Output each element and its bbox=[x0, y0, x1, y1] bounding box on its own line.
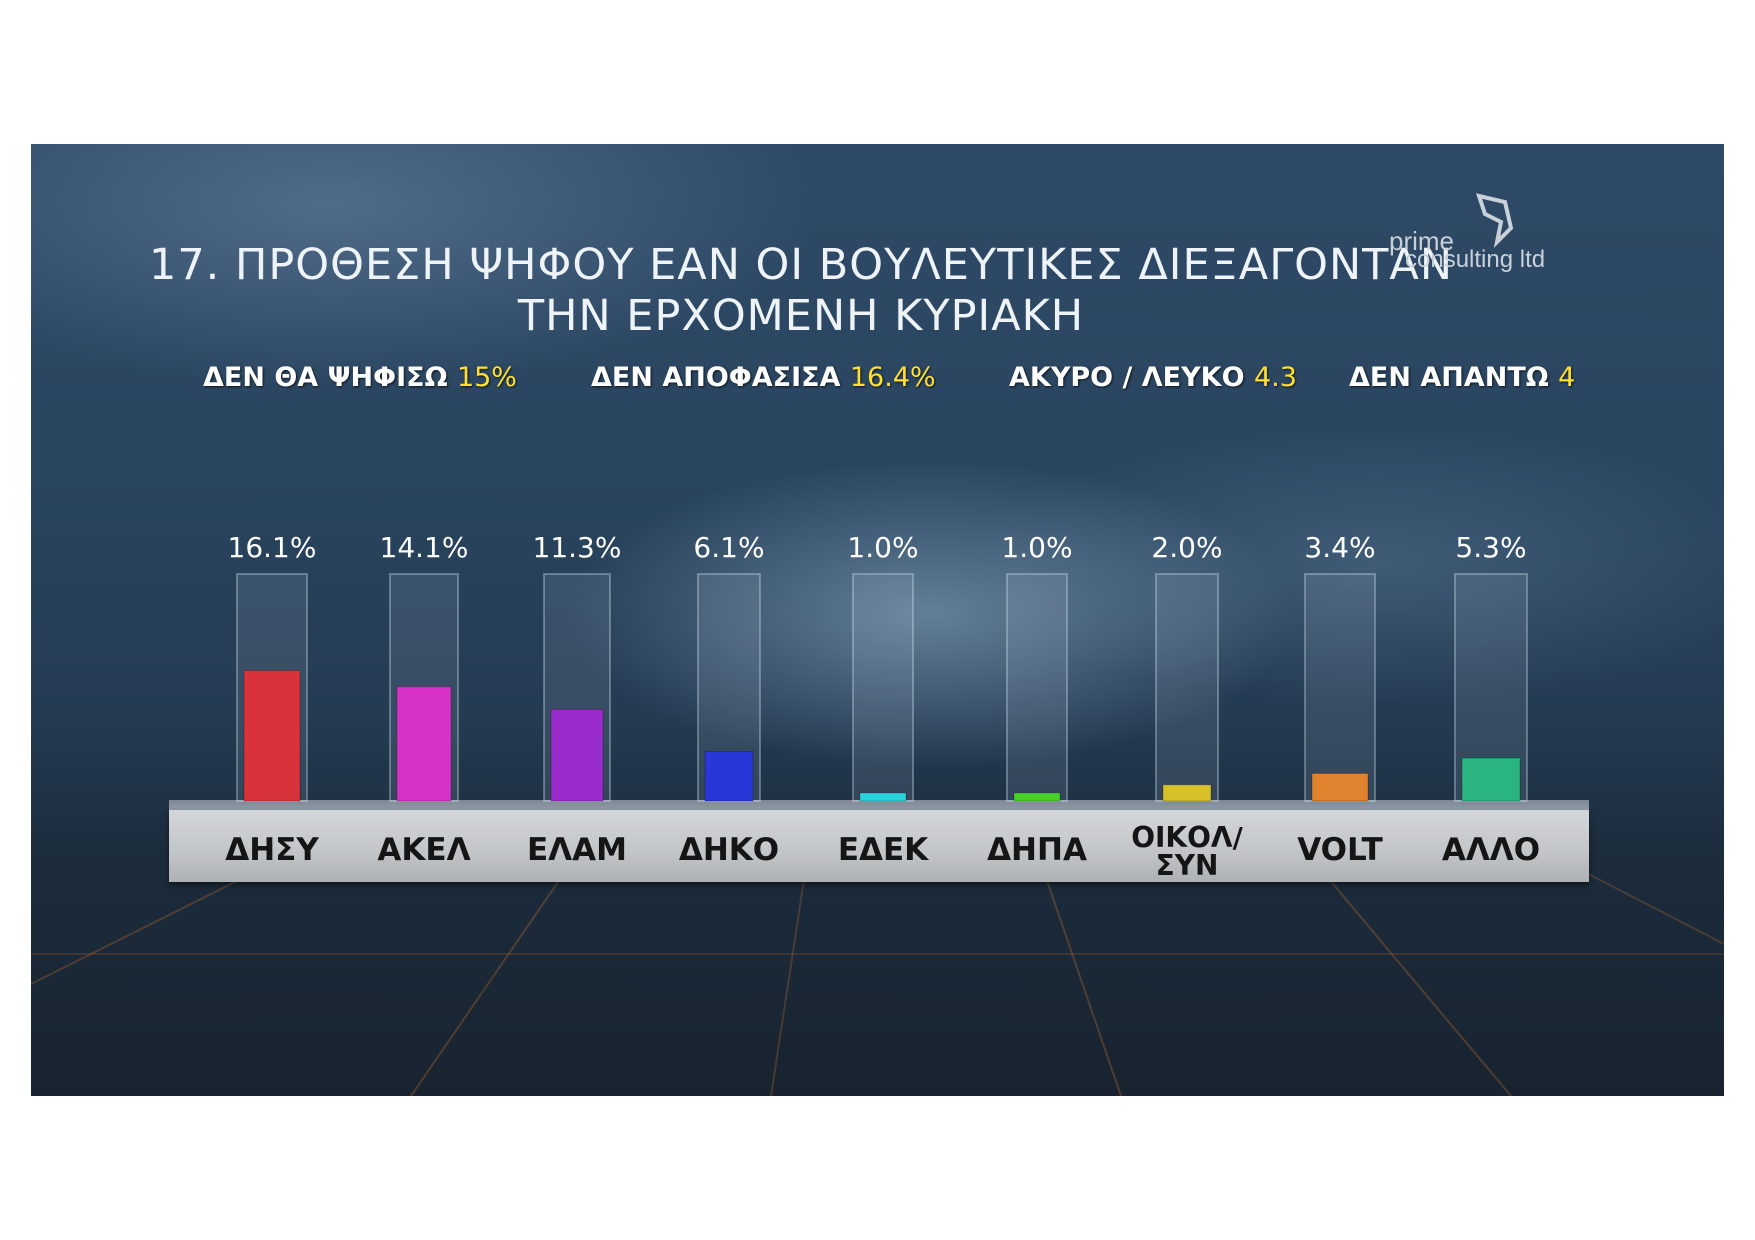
chart-base bbox=[169, 810, 1589, 882]
chart-title-line1: 17. ΠΡΟΘΕΣΗ ΨΗΦΟΥ ΕΑΝ ΟΙ ΒΟΥΛΕΥΤΙΚΕΣ ΔΙΕ… bbox=[148, 240, 1454, 290]
bar-tube-5 bbox=[1006, 573, 1068, 802]
bar-2 bbox=[550, 708, 604, 802]
bar-5 bbox=[1013, 792, 1061, 802]
bar-value-label-4: 1.0% bbox=[847, 531, 918, 564]
category-label-5: ΔΗΠΑ bbox=[987, 832, 1087, 868]
stat-label: ΔΕΝ ΑΠΑΝΤΩ bbox=[1349, 362, 1549, 393]
category-label-4: ΕΔΕΚ bbox=[838, 832, 929, 868]
stat-value: 15% bbox=[456, 362, 517, 393]
category-label-6-1: ΣΥΝ bbox=[1156, 849, 1219, 882]
stat-label: ΔΕΝ ΑΠΟΦΑΣΙΣΑ bbox=[591, 362, 841, 393]
category-label-0: ΔΗΣΥ bbox=[225, 832, 319, 868]
bar-tube-7 bbox=[1304, 573, 1376, 802]
bar-tube-6 bbox=[1155, 573, 1219, 802]
stat-invalid-blank: ΑΚΥΡΟ / ΛΕΥΚΟ 4.3 bbox=[1009, 362, 1297, 393]
stat-no-answer: ΔΕΝ ΑΠΑΝΤΩ 4 bbox=[1349, 362, 1575, 393]
stat-undecided: ΔΕΝ ΑΠΟΦΑΣΙΣΑ 16.4% bbox=[591, 362, 936, 393]
bar-3 bbox=[704, 751, 754, 802]
logo-text-prime: prime bbox=[1389, 226, 1455, 256]
category-label-3: ΔΗΚΟ bbox=[679, 832, 779, 868]
bar-tube-4 bbox=[852, 573, 914, 802]
stat-value: 16.4% bbox=[849, 362, 936, 393]
stat-value: 4.3 bbox=[1253, 362, 1297, 393]
category-label-2: ΕΛΑΜ bbox=[527, 832, 627, 868]
bar-6 bbox=[1162, 784, 1212, 802]
logo-mark-icon bbox=[1475, 193, 1514, 248]
bar-value-label-2: 11.3% bbox=[533, 531, 622, 564]
category-label-1: ΑΚΕΛ bbox=[377, 832, 470, 868]
bar-value-label-8: 5.3% bbox=[1455, 531, 1526, 564]
category-label-8: ΑΛΛΟ bbox=[1442, 832, 1540, 868]
logo-text-consulting: consulting ltd bbox=[1405, 246, 1546, 273]
category-label-6-0: ΟΙΚΟΛ/ bbox=[1131, 821, 1243, 854]
chart-title-line2: ΤΗΝ ΕΡΧΟΜΕΝΗ ΚΥΡΙΑΚΗ bbox=[517, 291, 1085, 341]
stat-label: ΑΚΥΡΟ / ΛΕΥΚΟ bbox=[1009, 362, 1245, 393]
bar-8 bbox=[1461, 757, 1521, 802]
prime-consulting-logo: prime consulting ltd bbox=[1371, 192, 1561, 273]
chart-base-top bbox=[169, 800, 1589, 812]
chart-stage: 17. ΠΡΟΘΕΣΗ ΨΗΦΟΥ ΕΑΝ ΟΙ ΒΟΥΛΕΥΤΙΚΕΣ ΔΙΕ… bbox=[31, 144, 1724, 1096]
stat-value: 4 bbox=[1558, 362, 1576, 393]
bar-4 bbox=[859, 792, 907, 802]
bar-value-label-3: 6.1% bbox=[693, 531, 764, 564]
bar-7 bbox=[1311, 772, 1369, 802]
bar-chart: 16.1% ΔΗΣΥ 14.1% ΑΚΕΛ 11.3% ΕΛΑΜ 6.1% ΔΗΚΟ 1.0% Ε… bbox=[225, 531, 1540, 882]
bar-1 bbox=[396, 686, 452, 802]
bar-value-label-1: 14.1% bbox=[380, 531, 469, 564]
bar-value-label-5: 1.0% bbox=[1001, 531, 1072, 564]
bar-value-label-7: 3.4% bbox=[1304, 531, 1375, 564]
stat-label: ΔΕΝ ΘΑ ΨΗΦΙΣΩ bbox=[203, 362, 448, 393]
bar-value-label-6: 2.0% bbox=[1151, 531, 1222, 564]
stat-no-vote: ΔΕΝ ΘΑ ΨΗΦΙΣΩ 15% bbox=[203, 362, 517, 393]
category-label-7: VOLT bbox=[1297, 832, 1383, 868]
bar-value-label-0: 16.1% bbox=[228, 531, 317, 564]
bar-0 bbox=[243, 669, 301, 802]
